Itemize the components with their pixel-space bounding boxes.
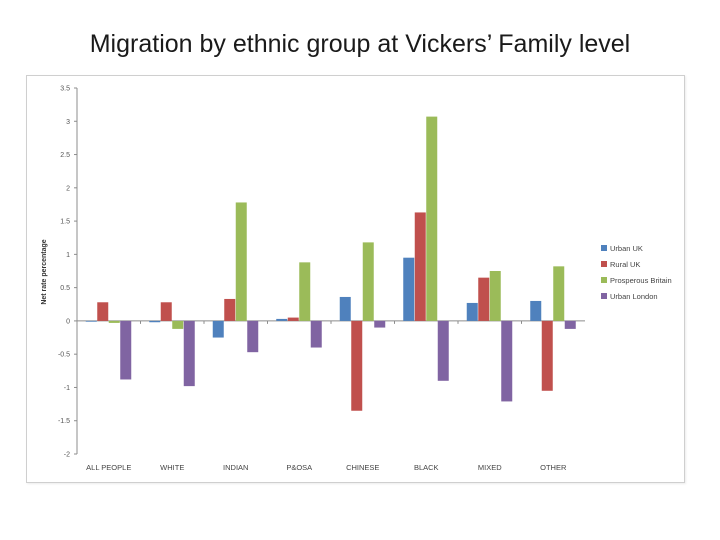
- x-category-label: BLACK: [414, 463, 439, 472]
- chart-bars: [85, 116, 576, 411]
- legend-swatch: [601, 245, 607, 251]
- bar-urban-london-all-people: [120, 320, 132, 380]
- chart-labels: 3.5 3 2.5 2 1.5 1 0.5 0 -0.5 -1 -1.5 -2 ALL PEOPLE WH…: [58, 86, 567, 473]
- bar-prosperous-britain-chinese: [362, 242, 374, 321]
- bar-rural-uk-other: [541, 320, 553, 391]
- y-tick-label: 3.5: [60, 86, 70, 93]
- legend-swatch: [601, 261, 607, 267]
- legend-label: Prosperous Britain: [610, 276, 672, 285]
- bar-urban-london-p-osa: [310, 320, 322, 348]
- x-category-label: OTHER: [540, 463, 567, 472]
- bar-rural-uk-mixed: [478, 277, 490, 321]
- bar-prosperous-britain-all-people: [108, 320, 120, 323]
- bar-prosperous-britain-p-osa: [299, 262, 311, 321]
- bar-urban-uk-chinese: [339, 296, 351, 321]
- x-category-label: WHITE: [160, 463, 184, 472]
- chart-frame: 3.5 3 2.5 2 1.5 1 0.5 0 -0.5 -1 -1.5 -2 ALL PEOPLE WH…: [26, 75, 685, 483]
- bar-rural-uk-all-people: [97, 302, 109, 321]
- bar-urban-uk-other: [530, 300, 542, 321]
- legend-label: Rural UK: [610, 260, 640, 269]
- bar-urban-uk-all-people: [85, 320, 97, 322]
- x-category-label: MIXED: [478, 463, 502, 472]
- y-axis-label: Net rate percentage: [41, 239, 48, 304]
- bar-rural-uk-white: [160, 302, 172, 321]
- y-tick-label: 0: [66, 318, 70, 325]
- bar-rural-uk-chinese: [351, 320, 363, 411]
- legend-swatch: [601, 293, 607, 299]
- y-tick-label: -2: [64, 452, 70, 459]
- legend-label: Urban UK: [610, 244, 643, 253]
- bar-prosperous-britain-white: [172, 320, 184, 329]
- bar-rural-uk-indian: [224, 298, 236, 321]
- x-category-label: CHINESE: [346, 463, 379, 472]
- bar-urban-london-indian: [247, 320, 259, 353]
- bar-urban-uk-mixed: [466, 302, 478, 321]
- y-tick-label: 1: [66, 252, 70, 259]
- bar-urban-london-black: [437, 320, 449, 381]
- bar-urban-london-white: [183, 320, 195, 387]
- bar-urban-uk-white: [149, 320, 161, 323]
- x-category-label: INDIAN: [223, 463, 248, 472]
- y-tick-label: -0.5: [58, 352, 70, 359]
- bar-urban-london-other: [564, 320, 576, 329]
- x-category-label: ALL PEOPLE: [86, 463, 131, 472]
- y-tick-label: 0.5: [60, 285, 70, 292]
- legend-label: Urban London: [610, 292, 658, 301]
- y-tick-label: 1.5: [60, 219, 70, 226]
- y-tick-label: -1.5: [58, 418, 70, 425]
- x-category-label: P&OSA: [286, 463, 312, 472]
- bar-urban-uk-p-osa: [276, 318, 288, 321]
- bar-urban-uk-indian: [212, 320, 224, 338]
- bar-urban-london-mixed: [501, 320, 513, 402]
- y-tick-label: -1: [64, 385, 70, 392]
- bar-prosperous-britain-mixed: [489, 271, 501, 321]
- bar-prosperous-britain-indian: [235, 202, 247, 321]
- legend-swatch: [601, 277, 607, 283]
- chart-legend: Urban UK Rural UK Prosperous Britain Urban …: [601, 244, 672, 301]
- bar-prosperous-britain-black: [426, 116, 438, 321]
- bar-prosperous-britain-other: [553, 266, 565, 321]
- bar-rural-uk-black: [414, 212, 426, 321]
- bar-rural-uk-p-osa: [287, 317, 299, 321]
- bar-urban-uk-black: [403, 257, 415, 321]
- y-tick-label: 3: [66, 119, 70, 126]
- slide-title: Migration by ethnic group at Vickers’ Fa…: [89, 30, 631, 58]
- y-tick-label: 2: [66, 185, 70, 192]
- bar-urban-london-chinese: [374, 320, 386, 328]
- y-tick-label: 2.5: [60, 152, 70, 159]
- bar-chart: 3.5 3 2.5 2 1.5 1 0.5 0 -0.5 -1 -1.5 -2 ALL PEOPLE WH…: [41, 86, 672, 473]
